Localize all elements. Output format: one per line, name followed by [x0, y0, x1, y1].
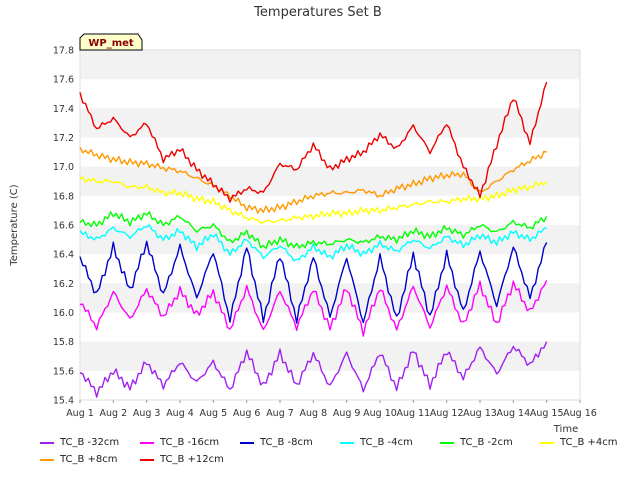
- y-axis-label: Temperature (C): [9, 184, 20, 266]
- x-tick-label: Aug 7: [266, 408, 294, 419]
- grid-band: [80, 341, 580, 371]
- y-tick-label: 17.0: [53, 162, 74, 173]
- series-line-tc-b-32cm: [79, 341, 548, 398]
- wp-met-badge: WP_met: [79, 33, 143, 51]
- y-tick-label: 16.6: [53, 221, 74, 232]
- x-tick-label: Aug 5: [200, 408, 228, 419]
- y-tick-label: 17.4: [53, 104, 74, 115]
- series-line-tc-b-12cm: [79, 81, 548, 203]
- x-tick-label: Aug 13: [463, 408, 497, 419]
- x-tick-label: Aug 10: [363, 408, 397, 419]
- legend-swatch: [40, 459, 54, 461]
- grid-band: [80, 283, 580, 313]
- y-tick-label: 15.4: [53, 396, 74, 407]
- x-tick-label: Aug 2: [100, 408, 128, 419]
- y-axis-ticks: 15.4 15.6 15.8 16.0 16.2 16.4 16.6 16.8 17.0 17.2…: [53, 46, 74, 407]
- series-line-tc-b-16cm: [79, 280, 548, 337]
- legend-swatch: [140, 459, 154, 461]
- y-tick-label: 16.0: [53, 308, 74, 319]
- legend-label: TC_B -4cm: [360, 437, 413, 448]
- legend-swatch: [440, 442, 454, 444]
- x-tick-label: Aug 8: [300, 408, 328, 419]
- legend-swatch: [140, 442, 154, 444]
- series-line-tc-b-2cm: [79, 211, 548, 250]
- plot-area: [79, 49, 581, 401]
- x-axis-label: Time: [553, 424, 578, 435]
- grid-band: [80, 50, 580, 80]
- grid-band: [80, 108, 580, 138]
- y-tick-label: 17.6: [53, 75, 74, 86]
- series-line-tc-b-4cm: [79, 176, 548, 225]
- x-tick-label: Aug 14: [496, 408, 530, 419]
- legend-label: TC_B -32cm: [60, 437, 120, 448]
- legend-label: TC_B +4cm: [560, 437, 618, 448]
- x-tick-label: Aug 9: [333, 408, 361, 419]
- x-tick-label: Aug 15: [530, 408, 564, 419]
- wp-met-badge-label: WP_met: [88, 38, 134, 49]
- x-tick-label: Aug 6: [233, 408, 261, 419]
- plot-background-bands: [80, 50, 580, 400]
- series-line-tc-b-8cm: [79, 240, 548, 324]
- legend-label: TC_B +12cm: [160, 454, 224, 465]
- x-tick-label: Aug 4: [166, 408, 194, 419]
- y-tick-label: 15.6: [53, 366, 74, 377]
- legend-label: TC_B +8cm: [60, 454, 118, 465]
- legend-swatch: [540, 442, 554, 444]
- x-tick-label: Aug 11: [396, 408, 430, 419]
- y-tick-label: 16.8: [53, 191, 74, 202]
- legend-swatch: [340, 442, 354, 444]
- chart-title: Temperatures Set B: [253, 5, 382, 20]
- x-tick-label: Aug 16: [563, 408, 597, 419]
- y-tick-label: 17.2: [53, 133, 74, 144]
- series-line-tc-b-4cm: [79, 224, 547, 262]
- x-tick-label: Aug 3: [133, 408, 161, 419]
- y-tick-label: 17.8: [53, 46, 74, 57]
- series-lines: [79, 81, 548, 398]
- legend-swatch: [40, 442, 54, 444]
- legend-label: TC_B -2cm: [460, 437, 513, 448]
- legend-label: TC_B -8cm: [260, 437, 313, 448]
- y-tick-label: 15.8: [53, 337, 74, 348]
- y-tick-label: 16.2: [53, 279, 74, 290]
- x-tick-label: Aug 12: [430, 408, 464, 419]
- x-axis-ticks: Aug 1 Aug 2 Aug 3 Aug 4 Aug 5 Aug 6 Aug 7 Aug 8…: [66, 400, 597, 419]
- legend-label: TC_B -16cm: [160, 437, 220, 448]
- legend-swatch: [240, 442, 254, 444]
- y-tick-label: 16.4: [53, 250, 74, 261]
- x-tick-label: Aug 1: [66, 408, 94, 419]
